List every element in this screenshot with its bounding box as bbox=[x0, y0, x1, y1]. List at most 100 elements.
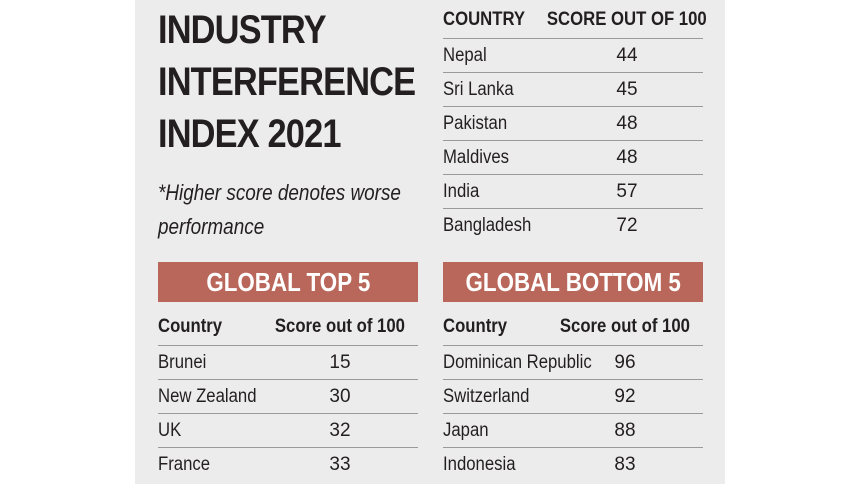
country-name: Indonesia bbox=[443, 453, 516, 475]
score-value: 30 bbox=[329, 385, 351, 407]
score-cell: 57 bbox=[557, 175, 697, 208]
table-header-row: Country Score out of 100 bbox=[158, 309, 418, 345]
infographic-panel bbox=[135, 0, 725, 484]
country-name: Bangladesh bbox=[443, 214, 532, 236]
country-cell: Pakistan bbox=[443, 107, 516, 140]
global-top-5-table: Country Score out of 100 Brunei 15 New Zeala… bbox=[158, 309, 418, 481]
score-cell: 72 bbox=[557, 209, 697, 242]
score-cell: 92 bbox=[555, 380, 695, 413]
global-bottom-5-banner: GLOBAL BOTTOM 5 bbox=[443, 262, 703, 302]
table-row: Indonesia 83 bbox=[443, 447, 703, 481]
country-name: Pakistan bbox=[443, 112, 508, 134]
table-header-row: Country Score out of 100 bbox=[443, 309, 703, 345]
score-cell: 30 bbox=[270, 380, 410, 413]
score-value: 48 bbox=[616, 112, 638, 134]
column-header-label: COUNTRY bbox=[443, 9, 526, 30]
title-line: INDEX 2021 bbox=[158, 112, 341, 156]
column-header-country: Country bbox=[443, 309, 516, 345]
score-value: 57 bbox=[616, 180, 638, 202]
score-cell: 44 bbox=[557, 39, 697, 72]
table-row: Bangladesh 72 bbox=[443, 208, 703, 242]
score-value: 72 bbox=[616, 214, 638, 236]
country-cell: Sri Lanka bbox=[443, 73, 523, 106]
table-row: Nepal 44 bbox=[443, 38, 703, 72]
table-row: Switzerland 92 bbox=[443, 379, 703, 413]
table-row: Brunei 15 bbox=[158, 345, 418, 379]
table-row: Japan 88 bbox=[443, 413, 703, 447]
south-asia-score-table: COUNTRY SCORE OUT OF 100 Nepal 44 Sri Lanka 4… bbox=[443, 2, 707, 242]
score-cell: 48 bbox=[557, 141, 697, 174]
score-value: 96 bbox=[614, 351, 636, 373]
country-name: Dominican Republic bbox=[443, 351, 592, 373]
country-name: India bbox=[443, 180, 480, 202]
country-name: Nepal bbox=[443, 44, 487, 66]
global-bottom-5-title: GLOBAL BOTTOM 5 bbox=[465, 266, 681, 297]
score-cell: 33 bbox=[270, 448, 410, 481]
score-value: 15 bbox=[329, 351, 351, 373]
score-cell: 88 bbox=[555, 414, 695, 447]
table-row: Dominican Republic 96 bbox=[443, 345, 703, 379]
country-name: Maldives bbox=[443, 146, 509, 168]
country-cell: Brunei bbox=[158, 346, 213, 379]
country-name: New Zealand bbox=[158, 385, 257, 407]
column-header-score: Score out of 100 bbox=[555, 309, 695, 345]
column-header-label: Country bbox=[443, 316, 508, 337]
score-value: 33 bbox=[329, 453, 351, 475]
column-header-score: Score out of 100 bbox=[270, 309, 410, 345]
score-cell: 48 bbox=[557, 107, 697, 140]
note-line: *Higher score denotes worse bbox=[158, 180, 401, 205]
score-cell: 32 bbox=[270, 414, 410, 447]
score-value: 44 bbox=[616, 44, 638, 66]
global-top-5-title: GLOBAL TOP 5 bbox=[205, 266, 371, 297]
score-value: 92 bbox=[614, 385, 636, 407]
score-value: 48 bbox=[616, 146, 638, 168]
table-row: Sri Lanka 45 bbox=[443, 72, 703, 106]
country-name: Switzerland bbox=[443, 385, 530, 407]
note-line: performance bbox=[158, 214, 265, 239]
country-name: France bbox=[158, 453, 211, 475]
column-header-label: SCORE OUT OF 100 bbox=[547, 9, 707, 30]
country-cell: Bangladesh bbox=[443, 209, 543, 242]
score-cell: 83 bbox=[555, 448, 695, 481]
country-cell: UK bbox=[158, 414, 184, 447]
title-line: INDUSTRY bbox=[158, 8, 327, 52]
score-cell: 15 bbox=[270, 346, 410, 379]
table-row: France 33 bbox=[158, 447, 418, 481]
global-top-5-banner: GLOBAL TOP 5 bbox=[158, 262, 418, 302]
country-cell: France bbox=[158, 448, 217, 481]
column-header-score: SCORE OUT OF 100 bbox=[547, 2, 707, 38]
score-note: *Higher score denotes worse performance bbox=[158, 176, 401, 244]
score-value: 32 bbox=[329, 419, 351, 441]
table-header-row: COUNTRY SCORE OUT OF 100 bbox=[443, 2, 707, 38]
country-cell: Nepal bbox=[443, 39, 493, 72]
global-bottom-5-table: Country Score out of 100 Dominican Republi… bbox=[443, 309, 703, 481]
country-cell: Switzerland bbox=[443, 380, 541, 413]
country-name: Sri Lanka bbox=[443, 78, 514, 100]
column-header-label: Score out of 100 bbox=[559, 316, 691, 337]
table-row: Maldives 48 bbox=[443, 140, 703, 174]
country-cell: India bbox=[443, 175, 484, 208]
country-name: Japan bbox=[443, 419, 489, 441]
column-header-country: COUNTRY bbox=[443, 2, 536, 38]
title-line: INTERFERENCE bbox=[158, 60, 416, 104]
table-row: Pakistan 48 bbox=[443, 106, 703, 140]
column-header-label: Country bbox=[158, 316, 223, 337]
column-header-label: Score out of 100 bbox=[274, 316, 406, 337]
table-row: New Zealand 30 bbox=[158, 379, 418, 413]
score-cell: 45 bbox=[557, 73, 697, 106]
table-row: India 57 bbox=[443, 174, 703, 208]
country-cell: Indonesia bbox=[443, 448, 525, 481]
country-cell: New Zealand bbox=[158, 380, 270, 413]
country-cell: Dominican Republic bbox=[443, 346, 612, 379]
score-value: 45 bbox=[616, 78, 638, 100]
column-header-country: Country bbox=[158, 309, 231, 345]
score-value: 88 bbox=[614, 419, 636, 441]
score-value: 83 bbox=[614, 453, 636, 475]
main-title: INDUSTRY INTERFERENCE INDEX 2021 bbox=[158, 4, 416, 160]
table-row: UK 32 bbox=[158, 413, 418, 447]
score-cell: 96 bbox=[555, 346, 695, 379]
country-cell: Japan bbox=[443, 414, 495, 447]
country-name: UK bbox=[158, 419, 182, 441]
country-cell: Maldives bbox=[443, 141, 518, 174]
country-name: Brunei bbox=[158, 351, 207, 373]
